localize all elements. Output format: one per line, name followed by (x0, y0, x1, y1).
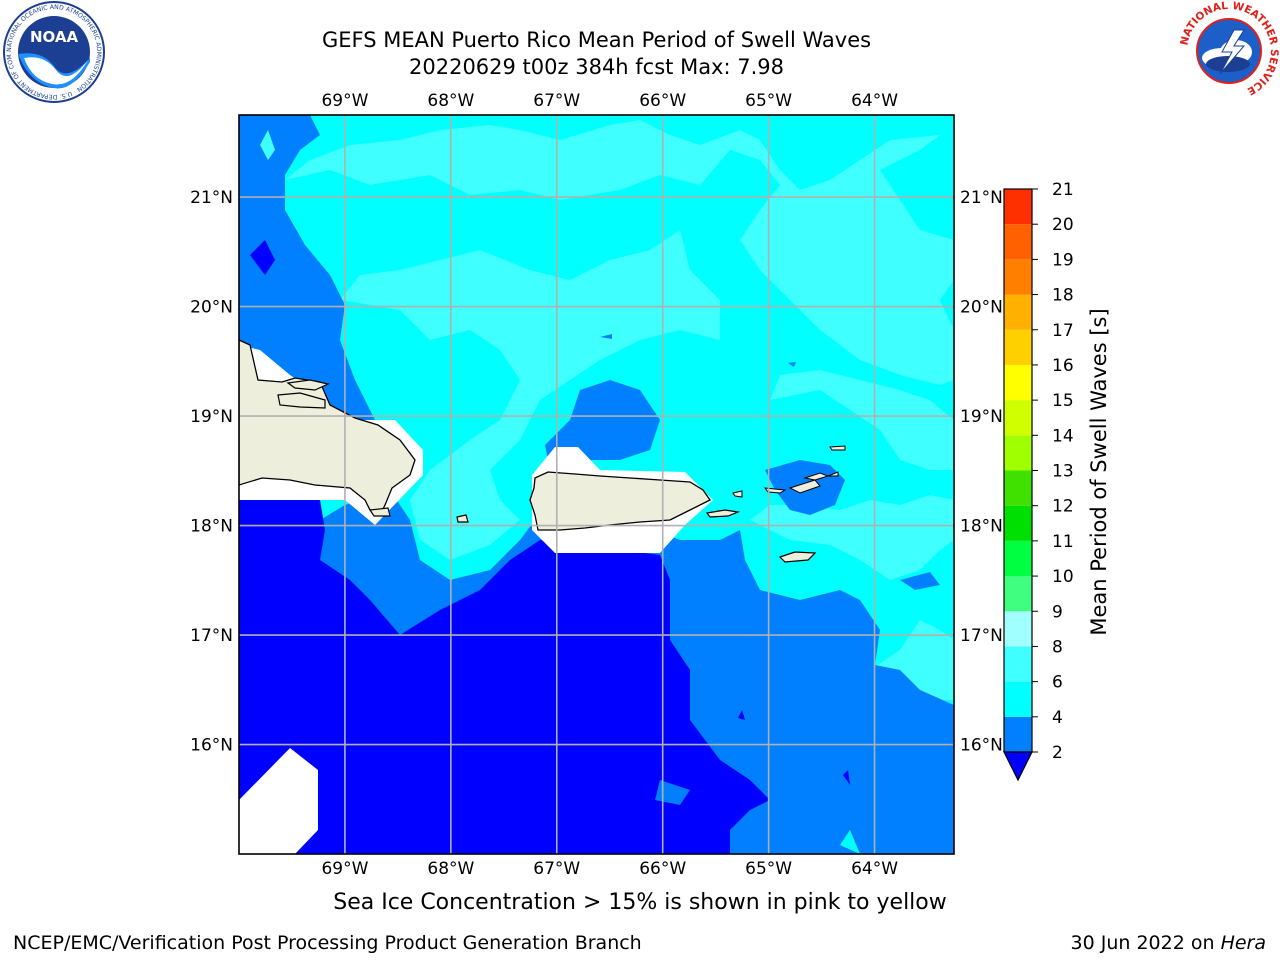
colorbar-tick-label: 4 (1052, 708, 1063, 728)
colorbar-segment (1004, 364, 1032, 401)
colorbar-tick-label: 15 (1052, 391, 1074, 411)
colorbar-segment (1004, 681, 1032, 717)
colorbar-segment (1004, 470, 1032, 506)
colorbar-segment (1004, 435, 1032, 471)
colorbar-segment (1004, 646, 1032, 682)
lat-tick-label-right: 18°N (960, 517, 1003, 537)
lat-tick-label-left: 20°N (190, 298, 233, 318)
sea-ice-note: Sea Ice Concentration > 15% is shown in … (333, 890, 947, 915)
colorbar-segment (1004, 716, 1032, 752)
lon-tick-label-bottom: 67°W (533, 859, 580, 879)
lon-tick-label-bottom: 68°W (427, 859, 474, 879)
colorbar-extend-min (1003, 751, 1033, 782)
lon-tick-label-bottom: 64°W (851, 859, 898, 879)
lon-tick-label-top: 64°W (851, 91, 898, 111)
colorbar-tick-label: 6 (1052, 673, 1063, 693)
colorbar-tick-label: 10 (1052, 567, 1074, 587)
colorbar-tick-label: 12 (1052, 497, 1074, 517)
lon-tick-label-top: 65°W (745, 91, 792, 111)
lat-tick-labels-left: 16°N 17°N 18°N 19°N 20°N 21°N (190, 188, 233, 755)
lon-tick-label-bottom: 66°W (639, 859, 686, 879)
lat-tick-label-right: 16°N (960, 736, 1003, 756)
colorbar-segment (1004, 224, 1032, 260)
contour-below-2s (239, 500, 770, 854)
colorbar-tick-label: 14 (1052, 426, 1074, 446)
lat-tick-label-left: 17°N (190, 626, 233, 646)
footer-date: 30 Jun 2022 on Hera (1071, 932, 1266, 954)
lon-tick-label-bottom: 69°W (321, 859, 368, 879)
colorbar-tick-label: 8 (1052, 637, 1063, 657)
footer-branch: NCEP/EMC/Verification Post Processing Pr… (13, 932, 642, 954)
colorbar-segment (1004, 294, 1032, 330)
colorbar-segment (1004, 540, 1032, 577)
lon-tick-label-top: 69°W (321, 91, 368, 111)
noaa-logo: NATIONAL OCEANIC AND ATMOSPHERIC ADMINIS… (2, 0, 105, 103)
colorbar-tick-label: 9 (1052, 602, 1063, 622)
lon-tick-labels-top: 69°W 68°W 67°W 66°W 65°W 64°W (321, 91, 898, 111)
lon-tick-label-top: 67°W (533, 91, 580, 111)
swell-period-field (239, 115, 954, 854)
colorbar-tick-label: 13 (1052, 462, 1074, 482)
colorbar: 2 4 6 8 9 10 11 12 13 14 15 16 17 18 19 20 21 (1003, 180, 1074, 782)
colorbar-tick-label: 20 (1052, 215, 1074, 235)
colorbar-title: Mean Period of Swell Waves [s] (1087, 308, 1111, 635)
footer-machine: Hera (1220, 932, 1266, 954)
colorbar-tick-label: 19 (1052, 250, 1074, 270)
nws-logo: NATIONAL WEATHER SERVICE (1178, 0, 1280, 100)
lat-tick-label-left: 18°N (190, 517, 233, 537)
lat-tick-label-left: 21°N (190, 188, 233, 208)
lat-tick-label-right: 17°N (960, 626, 1003, 646)
map-frame (238, 114, 955, 855)
contour-6-8s (285, 120, 954, 385)
colorbar-segment (1004, 259, 1032, 295)
lat-tick-labels-right: 16°N 17°N 18°N 19°N 20°N 21°N (960, 188, 1003, 755)
lat-tick-label-right: 21°N (960, 188, 1003, 208)
colorbar-segment (1004, 329, 1032, 365)
lat-tick-label-left: 16°N (190, 736, 233, 756)
colorbar-segment (1004, 189, 1032, 225)
lat-tick-label-left: 19°N (190, 407, 233, 427)
colorbar-tick-label: 18 (1052, 286, 1074, 306)
noaa-logo-text: NOAA (30, 28, 79, 46)
colorbar-tick-label: 11 (1052, 532, 1074, 552)
colorbar-tick-label: 16 (1052, 356, 1074, 376)
colorbar-tick-label: 2 (1052, 743, 1063, 763)
map-subtitle: 20220629 t00z 384h fcst Max: 7.98 (409, 55, 784, 79)
lon-tick-labels-bottom: 69°W 68°W 67°W 66°W 65°W 64°W (321, 859, 898, 879)
colorbar-tick-label: 21 (1052, 180, 1074, 200)
map-title: GEFS MEAN Puerto Rico Mean Period of Swe… (321, 28, 872, 52)
lon-tick-label-bottom: 65°W (745, 859, 792, 879)
lat-tick-label-right: 19°N (960, 407, 1003, 427)
land-mask-southwest (239, 748, 318, 854)
lon-tick-label-top: 68°W (427, 91, 474, 111)
colorbar-tick-label: 17 (1052, 321, 1074, 341)
colorbar-segment (1004, 576, 1032, 612)
lat-tick-label-right: 20°N (960, 298, 1003, 318)
colorbar-segment (1004, 505, 1032, 541)
map-gridlines (239, 115, 954, 854)
footer-date-text: 30 Jun 2022 on (1070, 932, 1221, 954)
lon-tick-label-top: 66°W (639, 91, 686, 111)
colorbar-segment (1004, 400, 1032, 436)
colorbar-segment (1004, 611, 1032, 647)
